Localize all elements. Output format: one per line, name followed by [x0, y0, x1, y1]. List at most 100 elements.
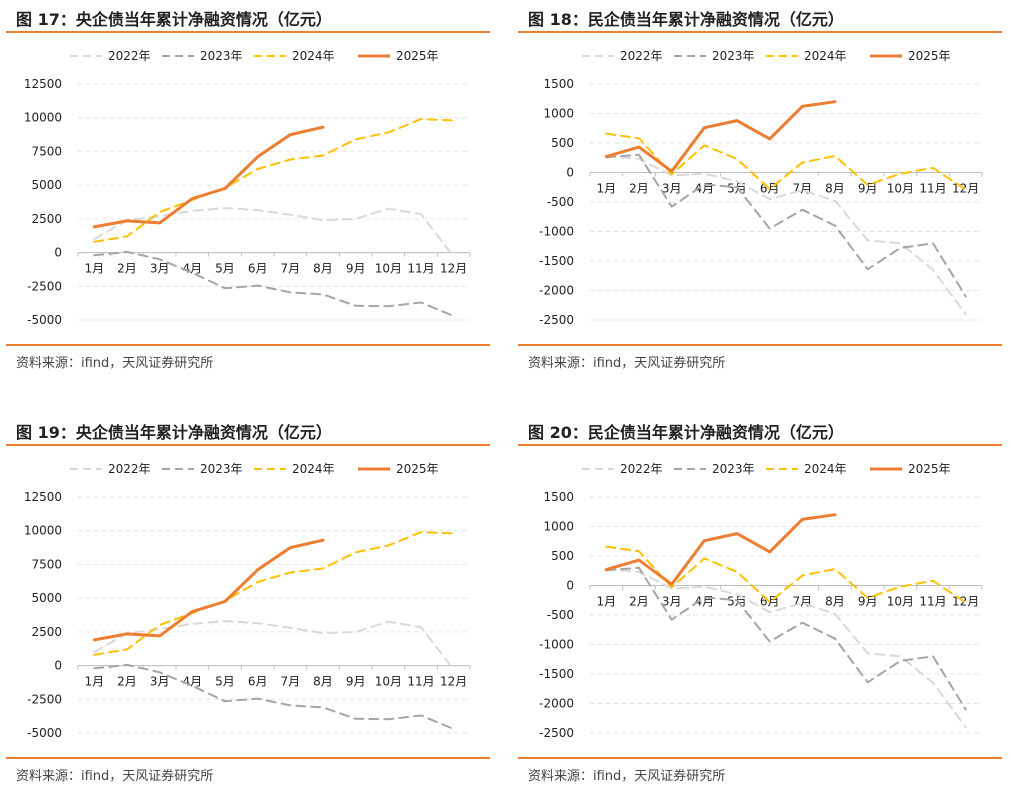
x-tick-label: 12月 [440, 262, 467, 276]
x-tick-label: 7月 [281, 262, 301, 276]
line-chart: -2500 -2000 -1500 -1000 -500 0 500 1000 1500 1月 2月… [539, 462, 983, 740]
x-tick-label: 3月 [662, 595, 682, 609]
title-divider [518, 444, 1002, 446]
y-tick-label: -5000 [27, 726, 62, 740]
y-tick-label: 500 [551, 549, 574, 563]
y-tick-label: 5000 [31, 178, 62, 192]
x-tick-label: 8月 [825, 182, 845, 196]
x-tick-label: 11月 [919, 595, 946, 609]
y-tick-label: -2000 [539, 284, 574, 298]
x-tick-label: 10月 [887, 595, 914, 609]
x-tick-label: 4月 [183, 675, 203, 689]
series-line [604, 100, 837, 173]
x-tick-label: 1月 [85, 675, 105, 689]
y-tick-label: -5000 [27, 313, 62, 327]
x-tick-label: 5月 [215, 675, 235, 689]
y-tick-label: 2500 [31, 625, 62, 639]
y-tick-label: 12500 [24, 77, 62, 91]
source-divider [518, 344, 1002, 346]
series-line [93, 531, 455, 656]
chart-title: 图 17：央企债当年累计净融资情况（亿元） [16, 10, 332, 29]
x-tick-label: 10月 [375, 675, 402, 689]
legend-label: 2023年 [200, 49, 243, 63]
series-line [605, 132, 967, 191]
legend-label: 2024年 [292, 49, 335, 63]
line-chart: -5000 -2500 0 2500 5000 7500 10000 12500 1月 2月 3月 4… [24, 462, 471, 740]
line-chart: -5000 -2500 0 2500 5000 7500 10000 12500 1月 2月 3月 4… [24, 49, 471, 327]
x-tick-label: 6月 [248, 262, 268, 276]
legend-label: 2022年 [108, 49, 151, 63]
chart-title: 图 18：民企债当年累计净融资情况（亿元） [528, 10, 844, 29]
x-tick-label: 3月 [150, 262, 170, 276]
y-tick-label: 0 [54, 659, 62, 673]
series-line [92, 538, 325, 642]
y-tick-label: -500 [547, 608, 574, 622]
y-tick-label: 7500 [31, 557, 62, 571]
series-line [605, 545, 967, 604]
chart-panel-fig17: 图 17：央企债当年累计净融资情况（亿元） -5000 -2500 0 2500 500… [0, 0, 490, 385]
x-tick-label: 10月 [887, 182, 914, 196]
series-line [93, 663, 455, 730]
y-tick-label: -500 [547, 195, 574, 209]
title-divider [6, 444, 490, 446]
legend-label: 2025年 [396, 462, 439, 476]
x-tick-label: 11月 [407, 262, 434, 276]
x-tick-label: 3月 [150, 675, 170, 689]
x-tick-label: 9月 [346, 675, 366, 689]
y-tick-label: -1500 [539, 254, 574, 268]
y-tick-label: 12500 [24, 490, 62, 504]
y-tick-label: 2500 [31, 212, 62, 226]
x-tick-label: 5月 [215, 262, 235, 276]
series-line [93, 250, 455, 317]
chart-panel-fig19: 图 19：央企债当年累计净融资情况（亿元） -5000 -2500 0 2500 500… [0, 413, 490, 798]
y-tick-label: -2500 [27, 279, 62, 293]
y-tick-label: -2000 [539, 697, 574, 711]
legend-label: 2022年 [108, 462, 151, 476]
x-tick-label: 2月 [629, 595, 649, 609]
x-tick-label: 1月 [597, 595, 617, 609]
y-tick-label: 1500 [543, 77, 574, 91]
line-chart: -2500 -2000 -1500 -1000 -500 0 500 1000 1500 1月 2月… [539, 49, 983, 327]
legend-label: 2025年 [908, 49, 951, 63]
x-tick-label: 2月 [629, 182, 649, 196]
x-tick-label: 3月 [662, 182, 682, 196]
legend-label: 2022年 [620, 462, 663, 476]
source-note: 资料来源：ifind，天风证券研究所 [528, 769, 726, 784]
chart-title: 图 19：央企债当年累计净融资情况（亿元） [16, 423, 332, 442]
x-tick-label: 11月 [919, 182, 946, 196]
source-note: 资料来源：ifind，天风证券研究所 [16, 769, 214, 784]
legend-label: 2023年 [200, 462, 243, 476]
legend-label: 2023年 [712, 49, 755, 63]
x-tick-label: 9月 [346, 262, 366, 276]
y-tick-label: 1500 [543, 490, 574, 504]
x-tick-label: 11月 [407, 675, 434, 689]
legend-label: 2023年 [712, 462, 755, 476]
chart-panel-fig18: 图 18：民企债当年累计净融资情况（亿元） -2500 -2000 -1500 -10… [512, 0, 1002, 385]
x-tick-label: 8月 [313, 262, 333, 276]
y-tick-label: 0 [54, 246, 62, 260]
source-note: 资料来源：ifind，天风证券研究所 [16, 356, 214, 371]
chart-panel-fig20: 图 20：民企债当年累计净融资情况（亿元） -2500 -2000 -1500 -10… [512, 413, 1002, 798]
series-line [605, 153, 967, 298]
source-note: 资料来源：ifind，天风证券研究所 [528, 356, 726, 371]
x-tick-label: 6月 [248, 675, 268, 689]
y-tick-label: 10000 [24, 524, 62, 538]
series-line [93, 118, 455, 243]
y-tick-label: -1000 [539, 225, 574, 239]
y-tick-label: 1000 [543, 520, 574, 534]
legend-label: 2024年 [292, 462, 335, 476]
legend-label: 2025年 [396, 49, 439, 63]
y-tick-label: 0 [566, 579, 574, 593]
title-divider [518, 31, 1002, 33]
legend-label: 2024年 [804, 49, 847, 63]
source-divider [6, 757, 490, 759]
x-tick-label: 7月 [281, 675, 301, 689]
x-tick-label: 1月 [85, 262, 105, 276]
x-tick-label: 12月 [440, 675, 467, 689]
chart-title: 图 20：民企债当年累计净融资情况（亿元） [528, 423, 844, 442]
x-tick-label: 8月 [313, 675, 333, 689]
y-tick-label: 0 [566, 166, 574, 180]
title-divider [6, 31, 490, 33]
x-tick-label: 8月 [825, 595, 845, 609]
series-line [93, 207, 455, 258]
